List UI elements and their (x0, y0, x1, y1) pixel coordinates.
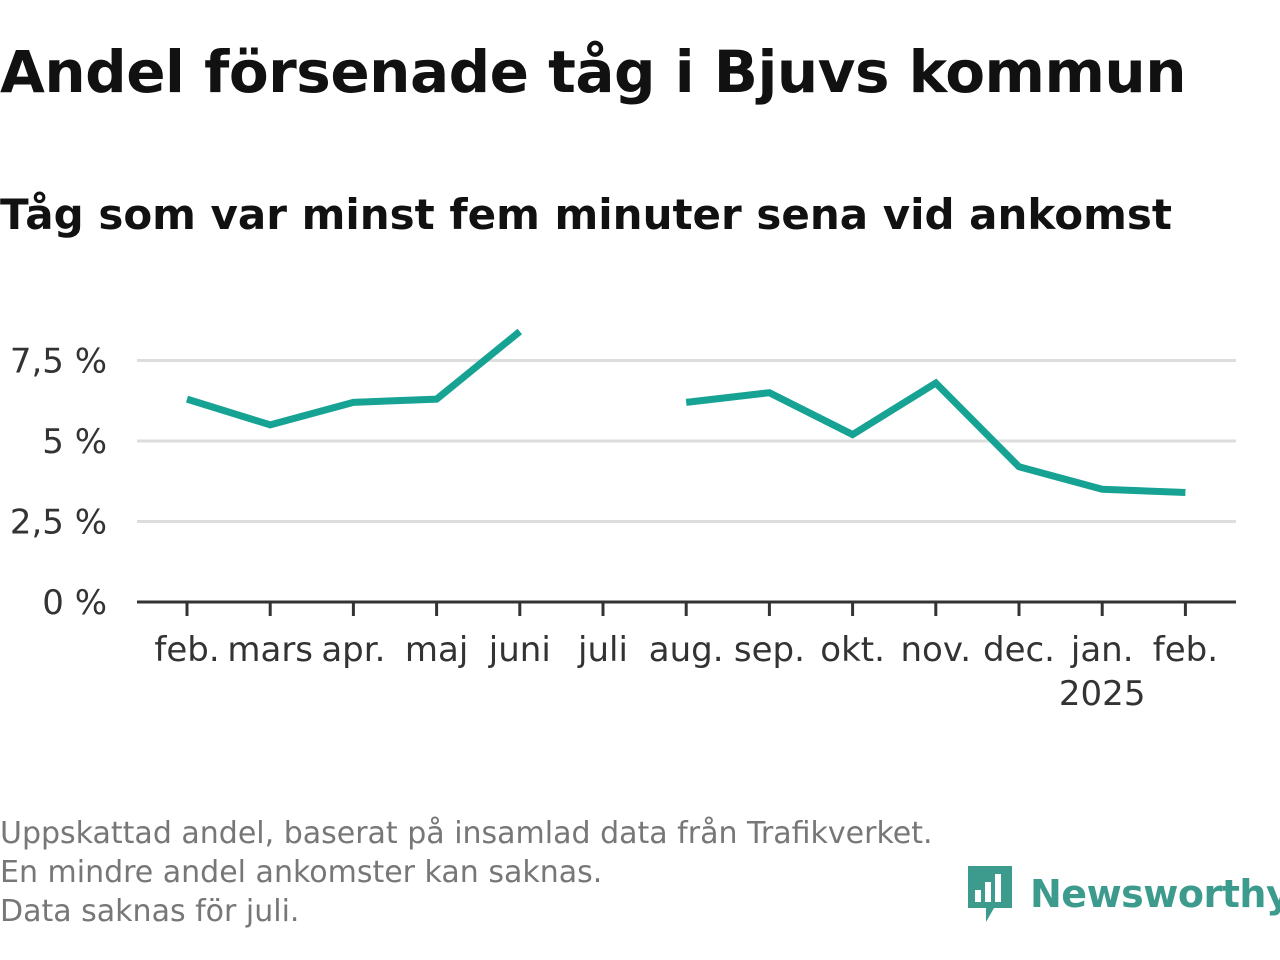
x-tick-label: dec. (983, 630, 1055, 670)
x-tick-label: mars (227, 630, 313, 670)
series-layer (185, 328, 1186, 497)
chart-subtitle: Tåg som var minst fem minuter sena vid a… (0, 190, 1172, 239)
x-tick-label: juli (577, 630, 628, 670)
series-line-segment (185, 328, 523, 429)
series-line-segment (685, 378, 1186, 497)
tick-label-layer: 0 %2,5 %5 %7,5 %feb. mars apr. maj juni juli a… (10, 342, 1218, 715)
line-chart: 0 %2,5 %5 %7,5 %feb. mars apr. maj juni juli a… (10, 328, 1236, 715)
brand: Newsworthy (964, 862, 1280, 926)
x-tick-label: sep. (734, 630, 805, 670)
y-tick-label: 7,5 % (10, 342, 107, 382)
x-tick-label: okt. (820, 630, 885, 670)
x-tick-label: juni (488, 630, 551, 670)
chart-title: Andel försenade tåg i Bjuvs kommun (0, 38, 1187, 106)
y-tick-label: 2,5 % (10, 503, 107, 543)
newsworthy-logo-icon (968, 866, 1012, 922)
x-tick-label: feb. (1153, 630, 1218, 670)
footnote: Uppskattad andel, baserat på insamlad da… (0, 814, 940, 931)
footnote-source: Uppskattad andel, baserat på insamlad da… (0, 816, 933, 890)
axis-layer (137, 600, 1236, 616)
brand-name: Newsworthy (1030, 872, 1280, 916)
x-tick-label: apr. (321, 630, 385, 670)
footnote-missing-data: Data saknas för juli. (0, 894, 300, 929)
x-tick-label: jan. (1070, 630, 1134, 670)
x-tick-label: feb. (154, 630, 219, 670)
y-tick-label: 5 % (42, 422, 107, 462)
x-year-label: 2025 (1059, 674, 1146, 714)
grid-layer (137, 359, 1236, 523)
x-tick-label: nov. (900, 630, 971, 670)
x-tick-label: aug. (649, 630, 724, 670)
x-tick-label: maj (405, 630, 468, 670)
y-tick-label: 0 % (42, 583, 107, 623)
